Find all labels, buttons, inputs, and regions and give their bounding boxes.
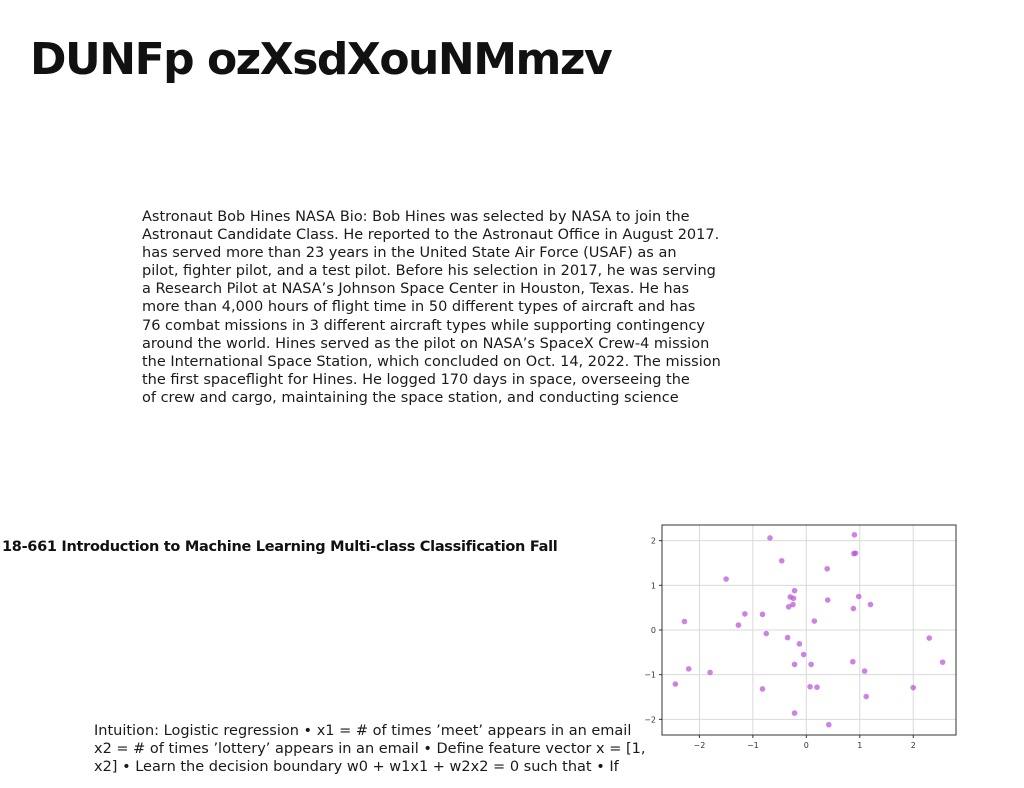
- data-point: [850, 658, 856, 665]
- intuition-line: Intuition: Logistic regression • x1 = # …: [94, 723, 632, 739]
- data-point: [791, 710, 798, 716]
- data-point: [785, 603, 792, 610]
- data-point: [825, 721, 832, 728]
- x-tick-label: 0: [804, 741, 809, 750]
- data-point: [910, 684, 917, 691]
- y-axis: −2 −1 0 1 2: [644, 537, 662, 724]
- x-tick-label: −1: [747, 741, 759, 750]
- data-point: [791, 661, 798, 668]
- bio-line: a Research Pilot at NASA’s Johnson Space…: [142, 281, 690, 298]
- data-point: [784, 634, 791, 641]
- y-tick-label: 0: [651, 626, 656, 635]
- x-tick-label: −2: [694, 741, 706, 750]
- bio-line: the International Space Station, which c…: [142, 353, 721, 370]
- data-point: [763, 630, 770, 637]
- data-point: [735, 622, 742, 628]
- data-point: [863, 693, 869, 700]
- intuition-line: x2 = # of times ’lottery’ appears in an …: [94, 741, 646, 758]
- bio-line: around the world. Hines served as the pi…: [142, 335, 710, 352]
- bio-line: Astronaut Bob Hines NASA Bio: Bob Hines …: [142, 209, 690, 225]
- y-tick-label: 1: [651, 581, 656, 590]
- data-point: [796, 641, 803, 647]
- bio-line: 76 combat missions in 3 different aircra…: [142, 317, 706, 334]
- data-point: [791, 587, 798, 594]
- data-point: [811, 618, 818, 624]
- data-point: [759, 611, 766, 618]
- data-point: [790, 595, 797, 602]
- y-tick-label: −2: [644, 715, 656, 724]
- data-point: [672, 681, 679, 687]
- x-tick-label: 1: [857, 741, 862, 750]
- data-points: [672, 532, 946, 728]
- x-axis: −2 −1 0 1 2: [694, 735, 916, 750]
- x-tick-label: 2: [911, 741, 916, 750]
- bio-line: of crew and cargo, maintaining the space…: [142, 389, 679, 406]
- intuition-line: x2] • Learn the decision boundary w0 + w…: [94, 759, 619, 776]
- bio-line: the first spaceflight for Hines. He logg…: [142, 371, 690, 388]
- bio-line: has served more than 23 years in the Uni…: [142, 245, 677, 262]
- data-point: [800, 651, 807, 658]
- page-title: DUNFp ozXsdXouNMmzv: [30, 34, 613, 85]
- data-point: [778, 557, 785, 564]
- bio-line: Astronaut Candidate Class. He reported t…: [142, 227, 720, 244]
- data-point: [861, 668, 868, 674]
- data-point: [707, 669, 713, 676]
- scatter-chart: −2 −1 0 1 2 −2 −1 0 1 2: [644, 524, 957, 750]
- data-point: [814, 684, 820, 690]
- data-point: [850, 605, 857, 612]
- data-point: [685, 666, 692, 672]
- bio-paragraph: Astronaut Bob Hines NASA Bio: Bob Hines …: [142, 208, 722, 407]
- data-point: [807, 683, 813, 690]
- data-point: [767, 535, 773, 541]
- data-point: [855, 593, 862, 600]
- data-point: [867, 601, 874, 608]
- data-point: [824, 565, 830, 572]
- bio-line: pilot, fighter pilot, and a test pilot. …: [142, 263, 716, 280]
- data-point: [681, 618, 688, 625]
- data-point: [808, 661, 814, 668]
- y-tick-label: 2: [651, 537, 656, 546]
- data-point: [939, 659, 946, 665]
- data-point: [851, 532, 858, 538]
- data-point: [742, 611, 748, 617]
- data-point: [926, 635, 933, 641]
- grid-lines: [662, 525, 956, 735]
- data-point: [759, 686, 766, 692]
- bio-line: more than 4,000 hours of flight time in …: [142, 299, 696, 316]
- intuition-paragraph: Intuition: Logistic regression • x1 = # …: [94, 722, 646, 776]
- data-point: [790, 601, 796, 608]
- data-point: [852, 550, 859, 556]
- course-title: 18-661 Introduction to Machine Learning …: [2, 539, 558, 555]
- y-tick-label: −1: [644, 671, 656, 680]
- data-point: [723, 576, 729, 582]
- data-point: [824, 597, 831, 603]
